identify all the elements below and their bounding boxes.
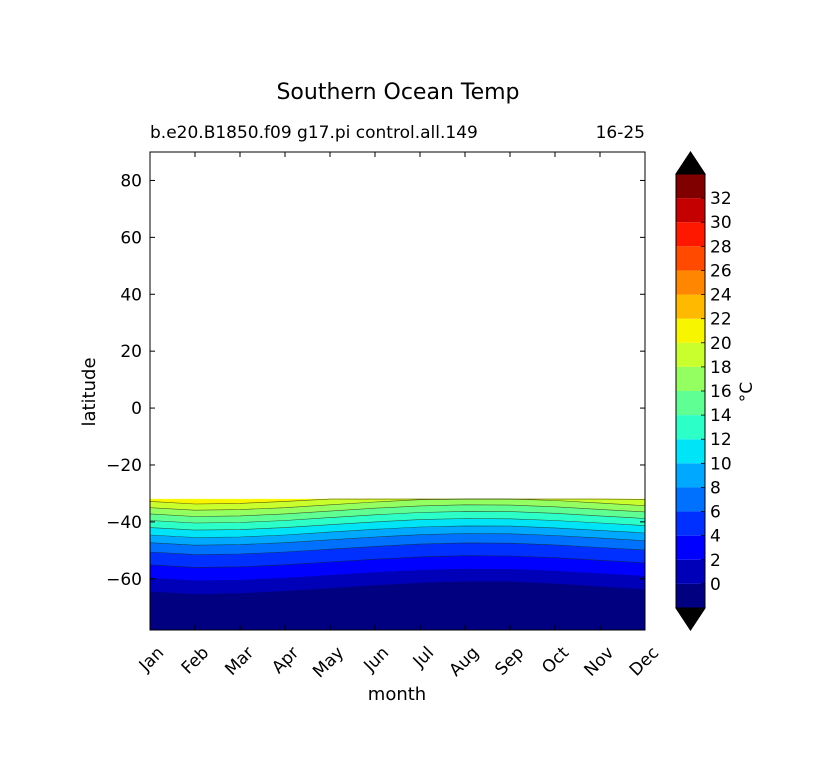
x-tick-label: May bbox=[309, 643, 348, 682]
colorbar-swatch bbox=[676, 366, 705, 391]
colorbar-tick-label: 22 bbox=[710, 310, 732, 330]
contour-fill-layer bbox=[150, 498, 645, 630]
colorbar-swatch bbox=[676, 391, 705, 416]
x-tick-label: Sep bbox=[491, 643, 528, 680]
chart-title: Southern Ocean Temp bbox=[276, 80, 519, 105]
x-tick-label: Nov bbox=[581, 643, 619, 681]
colorbar-tick-label: 16 bbox=[710, 382, 732, 402]
isotherm-line bbox=[150, 498, 645, 505]
y-tick-label: 0 bbox=[131, 399, 142, 419]
colorbar-tick-label: 2 bbox=[710, 551, 721, 571]
colorbar-swatch bbox=[676, 174, 705, 199]
colorbar-tick-label: 12 bbox=[710, 430, 732, 450]
isotherm-line bbox=[150, 511, 645, 524]
y-tick-label: −20 bbox=[106, 456, 142, 476]
colorbar-swatch bbox=[676, 583, 705, 608]
x-tick-label: Oct bbox=[538, 643, 573, 678]
colorbar-swatch bbox=[676, 270, 705, 295]
contour-line-layer bbox=[150, 498, 645, 568]
x-tick-label: Aug bbox=[446, 643, 484, 681]
colorbar-swatch bbox=[676, 439, 705, 464]
chart-subtitle-left: b.e20.B1850.f09 g17.pi control.all.149 bbox=[150, 123, 478, 143]
x-tick-label: Jul bbox=[409, 643, 438, 672]
chart-subtitle-right: 16-25 bbox=[596, 123, 645, 143]
colorbar-tick-label: 10 bbox=[710, 454, 732, 474]
colorbar-tick-label: 20 bbox=[710, 334, 732, 354]
colorbar-tick-label: 0 bbox=[710, 575, 721, 595]
colorbar-swatch bbox=[676, 294, 705, 319]
colorbar-label: °C bbox=[737, 382, 757, 402]
colorbar-tick-label: 24 bbox=[710, 286, 732, 306]
y-tick-label: 40 bbox=[120, 285, 142, 305]
colorbar-swatch bbox=[676, 511, 705, 536]
colorbar-swatch bbox=[676, 246, 705, 271]
colorbar-tick-label: 30 bbox=[710, 213, 732, 233]
colorbar-swatch bbox=[676, 342, 705, 367]
colorbar-extend-max bbox=[675, 151, 706, 175]
isotherm-line bbox=[150, 542, 645, 555]
colorbar-tick-label: 6 bbox=[710, 503, 721, 523]
isotherm-line bbox=[150, 504, 645, 517]
y-tick-label: 20 bbox=[120, 342, 142, 362]
y-tick-label: −40 bbox=[106, 513, 142, 533]
y-axis: 80 60 40 20 0 −20 −40 −60 bbox=[106, 171, 645, 590]
x-axis-label: month bbox=[368, 684, 426, 705]
y-tick-label: 60 bbox=[120, 228, 142, 248]
isotherm-line bbox=[150, 525, 645, 538]
y-tick-label: −60 bbox=[106, 570, 142, 590]
y-tick-label: 80 bbox=[120, 171, 142, 191]
colorbar-tick-label: 4 bbox=[710, 527, 721, 547]
isotherm-line bbox=[150, 555, 645, 568]
colorbar-extend-min bbox=[675, 607, 706, 631]
colorbar-tick-label: 26 bbox=[710, 261, 732, 281]
x-tick-label: Jun bbox=[360, 643, 394, 677]
x-tick-label: Mar bbox=[221, 643, 258, 680]
colorbar-swatch bbox=[676, 222, 705, 247]
colorbar-swatch bbox=[676, 487, 705, 512]
colorbar-tick-label: 14 bbox=[710, 406, 732, 426]
isotherm-line bbox=[150, 518, 645, 531]
plot-frame bbox=[149, 151, 646, 631]
colorbar-swatch bbox=[676, 415, 705, 440]
x-tick-label: Jan bbox=[135, 643, 168, 676]
x-tick-label: Apr bbox=[268, 643, 303, 678]
colorbar-swatch bbox=[676, 318, 705, 343]
isotherm-line bbox=[150, 533, 645, 546]
x-tick-label: Dec bbox=[626, 643, 663, 680]
colorbar-swatch bbox=[676, 559, 705, 584]
colorbar-tick-label: 32 bbox=[710, 189, 732, 209]
colorbar-swatch bbox=[676, 463, 705, 488]
colorbar-tick-label: 18 bbox=[710, 358, 732, 378]
colorbar-tick-label: 8 bbox=[710, 478, 721, 498]
colorbar-swatch bbox=[676, 198, 705, 223]
colorbar-swatch bbox=[676, 535, 705, 560]
y-axis-label: latitude bbox=[79, 357, 100, 426]
isotherm-line bbox=[150, 498, 645, 511]
x-tick-label: Feb bbox=[178, 643, 213, 678]
colorbar-outline bbox=[675, 151, 706, 631]
colorbar-tick-label: 28 bbox=[710, 237, 732, 257]
